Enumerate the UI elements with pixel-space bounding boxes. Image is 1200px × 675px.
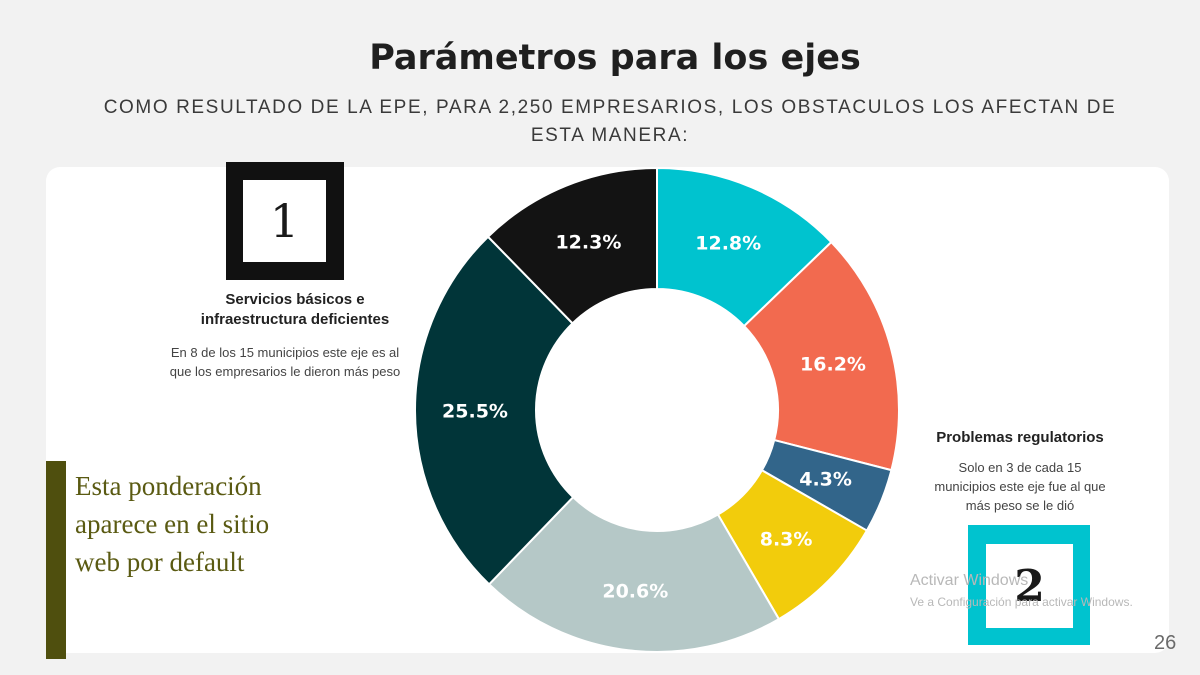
note-accent-bar — [46, 461, 66, 659]
default-weighting-note: Esta ponderación aparece en el sitio web… — [75, 471, 270, 577]
donut-slices — [414, 166, 900, 653]
donut-slice-label-1: 12.8% — [695, 233, 761, 255]
axis-2-number: 2 — [986, 544, 1073, 628]
page-title: Parámetros para los ejes — [369, 38, 861, 78]
donut-slice-label-3: 4.3% — [799, 469, 852, 491]
windows-activation-subtitle: Ve a Configuración para activar Windows. — [910, 595, 1133, 609]
page-number: 26 — [1154, 632, 1177, 654]
donut-slice-5 — [487, 495, 781, 653]
windows-activation-title: Activar Windows — [910, 572, 1029, 589]
donut-slice-label-7: 12.3% — [555, 231, 621, 253]
donut-slice-label-5: 20.6% — [602, 581, 668, 603]
donut-slice-2 — [742, 240, 900, 472]
axis-1-title: Servicios básicos e infraestructura defi… — [200, 291, 390, 328]
axis-1-description: En 8 de los 15 municipios este eje es al… — [169, 345, 401, 379]
donut-slice-label-6: 25.5% — [442, 401, 508, 423]
axis-2-description: Solo en 3 de cada 15 municipios este eje… — [934, 460, 1106, 513]
page-subtitle: COMO RESULTADO DE LA EPE, PARA 2,250 EMP… — [103, 97, 1117, 146]
donut-labels: 12.8% 16.2% 4.3% 8.3% 20.6% 25.5% 12.3% — [442, 231, 866, 602]
donut-slice-6 — [414, 235, 575, 586]
donut-slice-1 — [656, 166, 833, 328]
axis-1-number: 1 — [243, 180, 326, 262]
donut-slice-7 — [486, 166, 658, 325]
axis-2-title: Problemas regulatorios — [936, 429, 1104, 446]
donut-slice-label-2: 16.2% — [800, 354, 866, 376]
donut-slice-label-4: 8.3% — [760, 528, 813, 550]
